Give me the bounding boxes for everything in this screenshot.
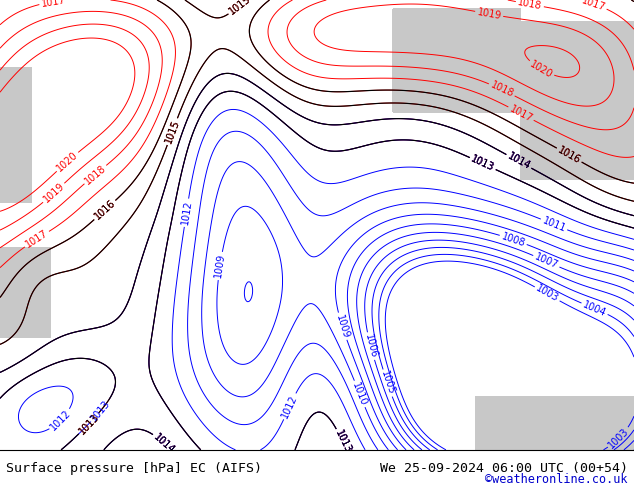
- Text: 1019: 1019: [476, 7, 502, 21]
- Text: 1004: 1004: [581, 299, 608, 318]
- Text: 1014: 1014: [152, 432, 176, 455]
- Text: 1009: 1009: [213, 253, 227, 279]
- Text: 1012: 1012: [48, 408, 73, 432]
- Text: 1013: 1013: [333, 429, 353, 455]
- Text: 1016: 1016: [556, 145, 583, 166]
- Text: 1008: 1008: [500, 231, 526, 248]
- Text: 1003: 1003: [607, 426, 631, 450]
- Text: 1018: 1018: [82, 163, 108, 186]
- Text: 1014: 1014: [152, 432, 176, 455]
- Text: We 25-09-2024 06:00 UTC (00+54): We 25-09-2024 06:00 UTC (00+54): [380, 462, 628, 475]
- Text: 1016: 1016: [556, 145, 583, 166]
- Text: 1012: 1012: [179, 200, 193, 226]
- Text: 1013: 1013: [77, 412, 101, 436]
- Text: 1013: 1013: [470, 154, 496, 173]
- Text: 1012: 1012: [280, 393, 299, 419]
- Text: 1017: 1017: [24, 228, 50, 250]
- Text: 1009: 1009: [334, 313, 351, 340]
- Text: 1013: 1013: [333, 429, 353, 455]
- Text: 1019: 1019: [41, 181, 67, 205]
- Text: 1007: 1007: [533, 252, 560, 271]
- Text: 1017: 1017: [41, 0, 67, 9]
- Text: 1014: 1014: [506, 151, 532, 171]
- Text: 1014: 1014: [152, 432, 176, 455]
- Text: 1015: 1015: [227, 0, 253, 17]
- Text: 1018: 1018: [517, 0, 543, 11]
- Text: 1011: 1011: [541, 215, 567, 234]
- Text: ©weatheronline.co.uk: ©weatheronline.co.uk: [485, 473, 628, 486]
- Text: 1013: 1013: [470, 154, 496, 173]
- Text: 1013: 1013: [77, 412, 101, 436]
- Text: 1013: 1013: [89, 398, 112, 423]
- Text: 1020: 1020: [55, 150, 80, 173]
- Text: 1013: 1013: [470, 154, 496, 173]
- Text: 1010: 1010: [351, 381, 369, 407]
- Text: 1003: 1003: [534, 284, 560, 304]
- Text: 1006: 1006: [363, 333, 378, 359]
- Text: 1005: 1005: [378, 370, 396, 396]
- Text: 1018: 1018: [489, 80, 515, 99]
- Text: 1017: 1017: [580, 0, 607, 13]
- Text: 1014: 1014: [506, 151, 532, 171]
- Text: 1020: 1020: [528, 59, 554, 80]
- Text: Surface pressure [hPa] EC (AIFS): Surface pressure [hPa] EC (AIFS): [6, 462, 262, 475]
- Text: 1015: 1015: [227, 0, 253, 17]
- Text: 1017: 1017: [508, 103, 534, 124]
- Text: 1015: 1015: [164, 118, 181, 145]
- Text: 1013: 1013: [333, 429, 353, 455]
- Text: 1014: 1014: [506, 151, 532, 171]
- Text: 1016: 1016: [93, 198, 117, 222]
- Text: 1016: 1016: [93, 198, 117, 222]
- Text: 1015: 1015: [164, 118, 181, 145]
